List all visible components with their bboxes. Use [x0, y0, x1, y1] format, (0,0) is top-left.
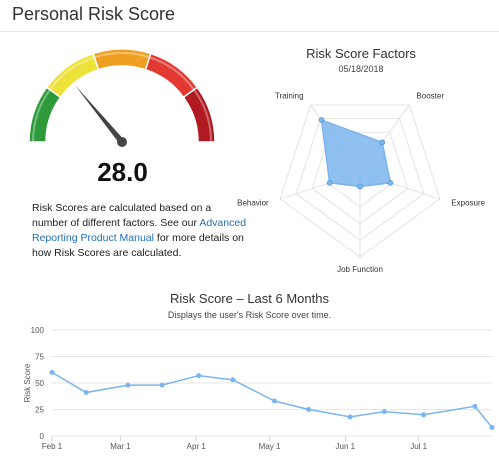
risk-factors-radar-chart: Booster Exposure Job Function Behavior Train…: [237, 91, 486, 274]
gauge-needle-hub: [117, 137, 127, 147]
radar-axis-label: Booster: [416, 91, 444, 100]
radar-series-area: [320, 118, 392, 188]
y-tick-label: 25: [35, 406, 44, 415]
line-chart-subtitle: Displays the user's Risk Score over time…: [167, 310, 332, 320]
risk-score-history-chart: 0 25 50 75 100 Feb 1 Mar 1 Apr 1 May 1 Jun 1 Jul 1…: [23, 326, 495, 451]
data-point: [421, 412, 427, 418]
data-point: [125, 382, 131, 388]
radar-grid-ring: [279, 104, 441, 258]
risk-score-description: Risk Scores are calculated based on a nu…: [32, 201, 247, 261]
x-tick-label: May 1: [259, 442, 281, 451]
y-tick-label: 100: [31, 326, 45, 335]
radar-axis-label: Job Function: [337, 265, 383, 274]
radar-point: [357, 183, 363, 190]
page-title: Personal Risk Score: [12, 4, 176, 24]
gauge-band-highlight: [149, 56, 195, 91]
y-tick-label: 0: [40, 432, 45, 441]
y-axis-label: Risk Score: [23, 363, 32, 402]
gauge-band: [45, 52, 100, 99]
gauge-needle: [74, 84, 127, 147]
y-tick-label: 50: [35, 379, 44, 388]
data-point: [381, 409, 387, 415]
gauge-band: [144, 52, 199, 99]
radar-chart-title: Risk Score Factors: [306, 46, 416, 61]
radar-point: [387, 179, 394, 186]
data-point: [306, 407, 312, 412]
data-point: [83, 390, 89, 396]
gauge-band-highlight: [94, 52, 150, 59]
description-text: Risk Scores are calculated based on a nu…: [32, 202, 212, 229]
data-point: [230, 377, 236, 383]
gauge-band-highlight: [49, 56, 95, 91]
data-point: [489, 425, 495, 431]
data-point: [49, 369, 55, 375]
radar-grid-ring: [295, 118, 425, 241]
x-tick-label: Apr 1: [187, 442, 207, 451]
x-tick-label: Mar 1: [110, 442, 131, 451]
data-point: [472, 403, 478, 409]
radar-chart-date: 05/18/2018: [338, 64, 384, 74]
data-point: [196, 373, 202, 379]
data-point: [271, 398, 277, 404]
y-tick-label: 75: [35, 353, 44, 362]
radar-point: [379, 139, 386, 146]
title-divider: [0, 31, 499, 32]
gauge-band-highlight: [32, 89, 51, 143]
radar-axis-label: Training: [275, 91, 304, 100]
description-text-end: for more details on how Risk Scores are …: [32, 232, 244, 259]
x-tick-label: Jul 1: [410, 442, 427, 451]
gauge-needle-shape: [74, 84, 125, 144]
radar-axis-label: Exposure: [451, 199, 485, 208]
radar-axis-label: Behavior: [237, 199, 269, 208]
data-point: [159, 382, 165, 388]
product-manual-link[interactable]: Advanced Reporting Product Manual: [32, 217, 247, 244]
risk-gauge: [28, 48, 216, 147]
line-chart-title: Risk Score – Last 6 Months: [170, 291, 329, 306]
data-point: [347, 414, 353, 420]
risk-score-line: [51, 371, 493, 428]
radar-point: [326, 179, 333, 186]
x-tick-label: Jun 1: [336, 442, 356, 451]
gauge-band-highlight: [193, 89, 212, 143]
radar-point: [318, 117, 325, 123]
x-tick-label: Feb 1: [42, 442, 63, 451]
gauge-band: [182, 86, 216, 143]
risk-score-value: 28.0: [97, 157, 148, 187]
